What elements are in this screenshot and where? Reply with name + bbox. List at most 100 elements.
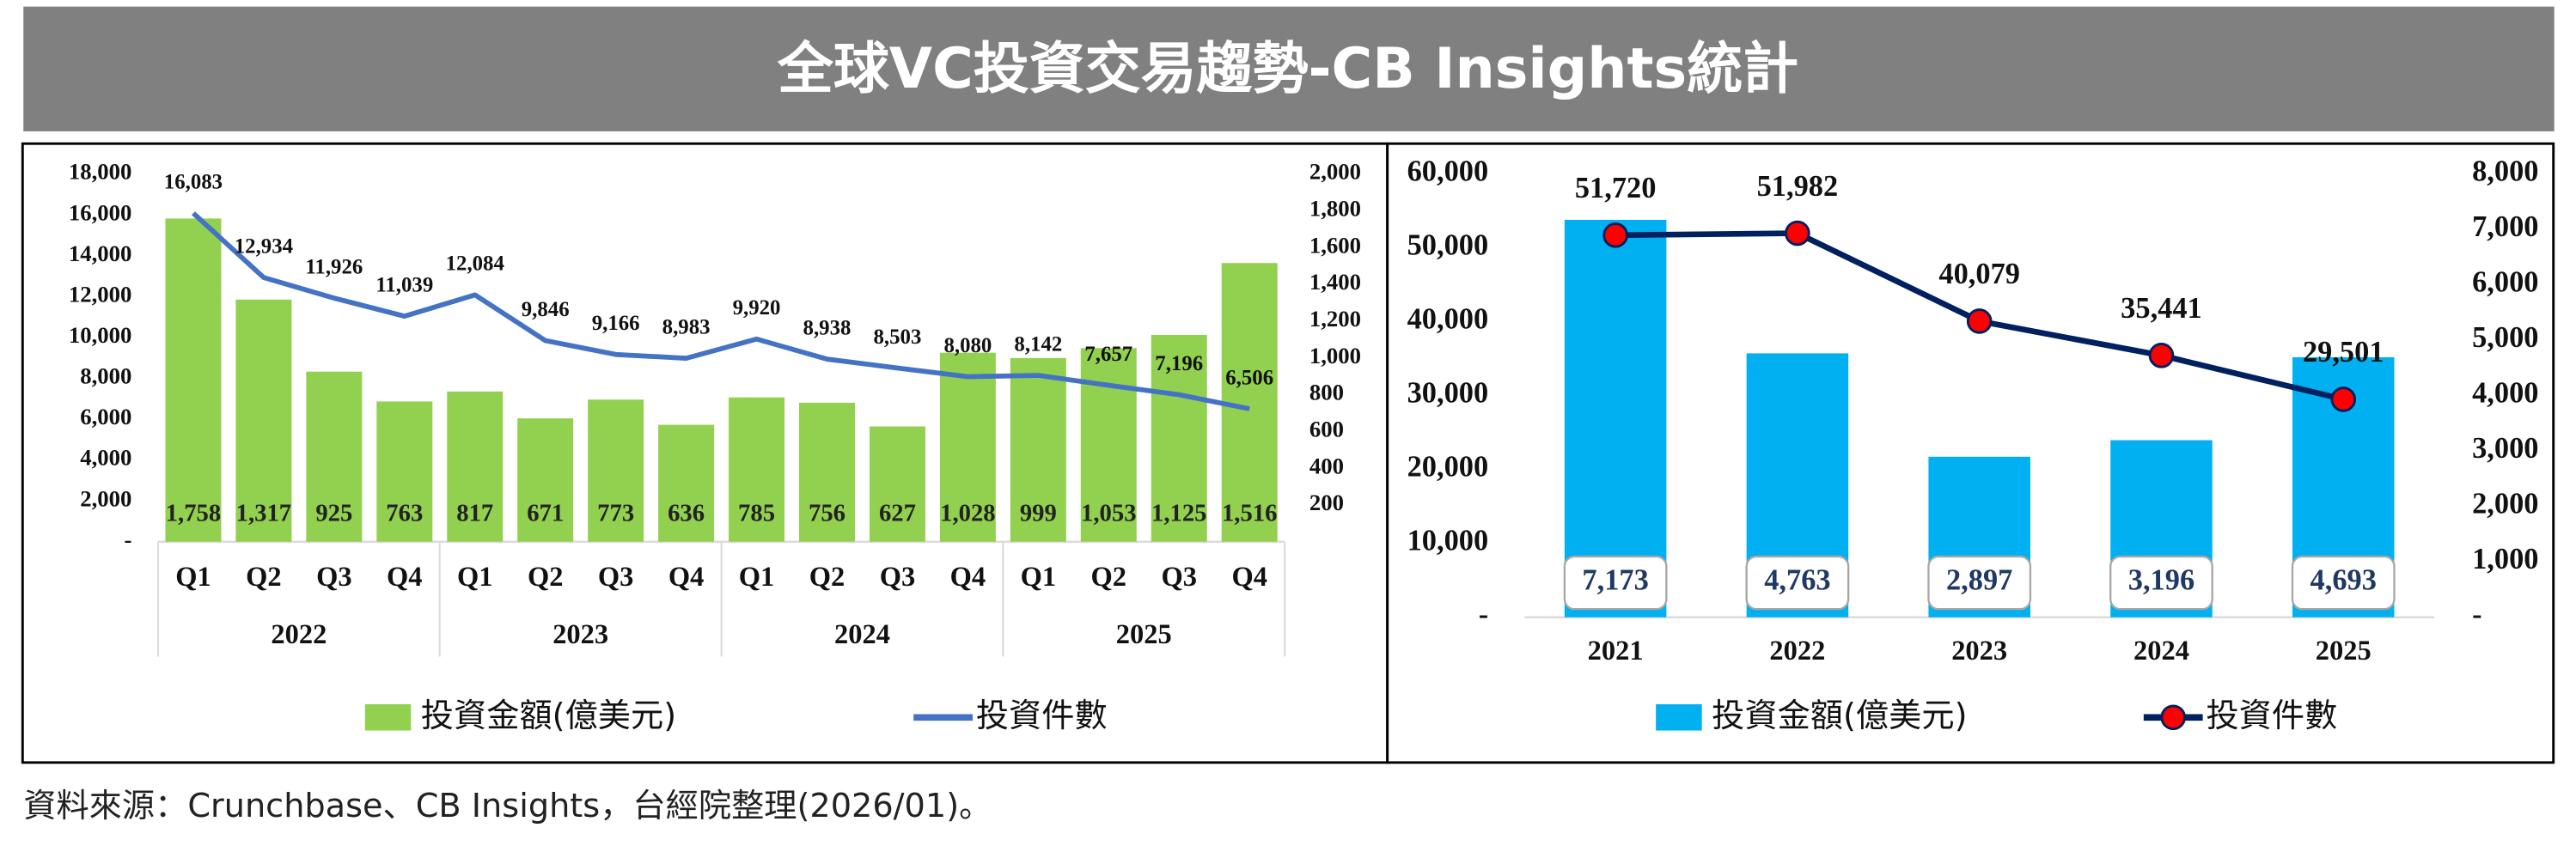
- label-box: [1745, 555, 1850, 611]
- bar: [939, 352, 996, 542]
- x-tick-label: Q3: [880, 562, 916, 593]
- line-value-label: 8,938: [803, 316, 852, 339]
- bar: [517, 418, 574, 542]
- line-value-label: 11,926: [305, 255, 363, 278]
- line-marker: [1966, 308, 1993, 334]
- y-tick-label: 14,000: [69, 240, 132, 266]
- bar-value-label: 773: [597, 500, 634, 527]
- bar-value-label: 627: [879, 500, 916, 527]
- x-tick-label: 2025: [2316, 636, 2372, 666]
- x-group-label: 2024: [834, 619, 890, 650]
- y2-tick-label: 800: [1309, 380, 1344, 405]
- x-tick-label: 2024: [2133, 636, 2189, 666]
- bar-value-label: 7,173: [1582, 563, 1648, 596]
- bar: [1010, 357, 1066, 542]
- bar-value-label: 1,758: [166, 500, 221, 527]
- x-tick-label: Q2: [528, 562, 564, 593]
- right-panel: [1386, 142, 2555, 764]
- bar-value-label: 756: [809, 500, 845, 527]
- x-tick-label: Q3: [1161, 562, 1197, 593]
- page-title: 全球VC投資交易趨勢-CB Insights統計: [777, 37, 1798, 101]
- bar-value-label: 999: [1020, 500, 1057, 527]
- line-marker: [1785, 220, 1810, 246]
- line-value-label: 8,142: [1014, 332, 1062, 356]
- y-tick-label: 20,000: [1407, 451, 1489, 484]
- label-box: [1927, 555, 2032, 611]
- y2-tick-label: 200: [1309, 490, 1344, 515]
- y2-tick-label: 2,000: [1309, 159, 1361, 185]
- bar: [235, 299, 292, 542]
- bar: [588, 399, 644, 542]
- line: [192, 211, 1250, 411]
- x-tick-label: Q4: [387, 562, 423, 593]
- legend-swatch: [364, 703, 412, 731]
- y-tick-label: 6,000: [80, 404, 131, 429]
- legend-label: 投資件數: [976, 697, 1108, 735]
- bar-value-label: 2,897: [1946, 563, 2012, 596]
- bar-value-label: 1,028: [940, 500, 995, 527]
- x-tick-label: 2021: [1588, 636, 1644, 666]
- y2-tick-label: 1,600: [1309, 232, 1361, 258]
- line-value-label: 6,506: [1225, 366, 1273, 389]
- y2-tick-label: 3,000: [2472, 432, 2538, 465]
- line-value-label: 7,657: [1084, 343, 1132, 366]
- x-tick-label: Q4: [1231, 562, 1267, 593]
- y2-tick-label: 1,400: [1309, 269, 1361, 295]
- x-tick-label: Q3: [316, 562, 352, 593]
- bar: [658, 424, 715, 542]
- y2-tick-label: 5,000: [2472, 321, 2538, 354]
- bar: [869, 426, 925, 542]
- y-tick-label: 16,000: [69, 199, 132, 225]
- line-value-label: 9,166: [592, 312, 640, 335]
- y2-tick-label: 1,000: [2472, 543, 2538, 575]
- legend-label: 投資件數: [2206, 697, 2337, 735]
- line-value-label: 35,441: [2121, 292, 2202, 325]
- x-group-label: 2022: [271, 619, 327, 650]
- line-marker: [2330, 386, 2357, 412]
- bar-value-label: 925: [315, 500, 352, 527]
- legend-label: 投資金額(億美元): [1712, 697, 1967, 735]
- legend-swatch: [1656, 703, 1702, 731]
- bar-value-label: 1,053: [1081, 500, 1136, 527]
- y2-tick-label: 1,800: [1309, 196, 1361, 222]
- legend-marker: [2160, 704, 2187, 731]
- y-tick-label: 18,000: [69, 159, 132, 185]
- bar: [165, 218, 222, 542]
- x-tick-label: Q4: [668, 562, 705, 593]
- x-tick-label: Q1: [1021, 562, 1057, 593]
- line-value-label: 16,083: [164, 171, 223, 194]
- label-box: [2109, 555, 2213, 611]
- x-tick-label: Q1: [175, 562, 211, 593]
- legend-label: 投資金額(億美元): [421, 697, 676, 735]
- y2-tick-label: 1,000: [1309, 343, 1361, 368]
- line-value-label: 12,084: [446, 253, 504, 276]
- y-tick-label: 10,000: [69, 322, 132, 348]
- bar-value-label: 1,317: [236, 500, 291, 527]
- y2-tick-label: 2,000: [2472, 488, 2538, 520]
- y-tick-label: 50,000: [1407, 229, 1489, 262]
- y-tick-label: 8,000: [80, 363, 131, 389]
- bar-value-label: 785: [738, 500, 775, 527]
- label-box: [1563, 555, 1668, 611]
- x-tick-label: Q1: [457, 562, 493, 593]
- y2-tick-label: 600: [1309, 416, 1344, 441]
- y-tick-label: 30,000: [1407, 377, 1489, 410]
- line-value-label: 9,920: [733, 296, 781, 320]
- x-group-label: 2023: [552, 619, 608, 650]
- line-value-label: 9,846: [522, 298, 570, 321]
- bar-value-label: 636: [668, 500, 705, 527]
- x-tick-label: Q1: [739, 562, 775, 593]
- line-value-label: 7,196: [1155, 352, 1203, 375]
- y2-tick-label: 8,000: [2472, 155, 2538, 187]
- line-value-label: 8,080: [943, 334, 992, 357]
- bar-value-label: 3,196: [2128, 563, 2194, 596]
- x-tick-label: 2022: [1769, 636, 1825, 666]
- line-marker: [1602, 222, 1628, 248]
- bar-value-label: 4,763: [1764, 563, 1830, 596]
- bar-value-label: 1,516: [1222, 500, 1277, 527]
- bar-value-label: 817: [456, 500, 493, 527]
- y2-tick-label: -: [2472, 599, 2481, 631]
- y2-tick-label: 6,000: [2472, 266, 2538, 299]
- bar: [1221, 263, 1278, 542]
